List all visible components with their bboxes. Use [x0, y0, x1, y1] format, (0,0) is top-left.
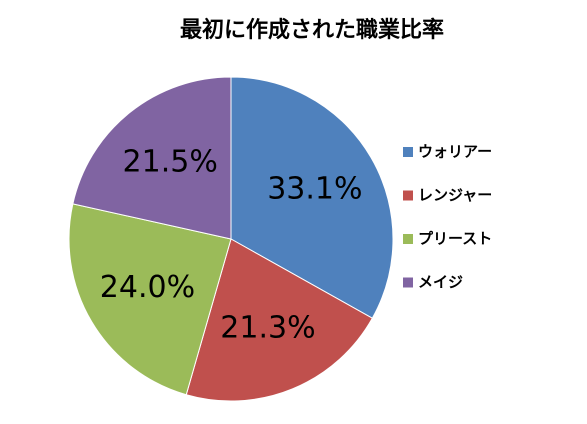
legend-swatch	[403, 190, 413, 201]
legend-swatch	[403, 234, 413, 244]
data-label: 24.0%	[100, 270, 195, 305]
pie-slice	[185, 238, 373, 402]
legend-label: レンジャー	[418, 186, 492, 204]
pie-slice	[72, 76, 232, 240]
chart-title: 最初に作成された職業比率	[180, 17, 444, 43]
legend-label: ウォリアー	[418, 143, 492, 161]
pie-slice	[230, 76, 394, 319]
pie-slice	[68, 203, 232, 396]
legend-swatch	[403, 277, 413, 288]
legend-label: プリースト	[418, 230, 492, 248]
data-label: 21.5%	[123, 145, 218, 180]
legend-label: メイジ	[418, 273, 463, 291]
data-label: 33.1%	[267, 171, 362, 206]
legend-swatch	[403, 147, 413, 157]
data-label: 21.3%	[220, 310, 315, 345]
